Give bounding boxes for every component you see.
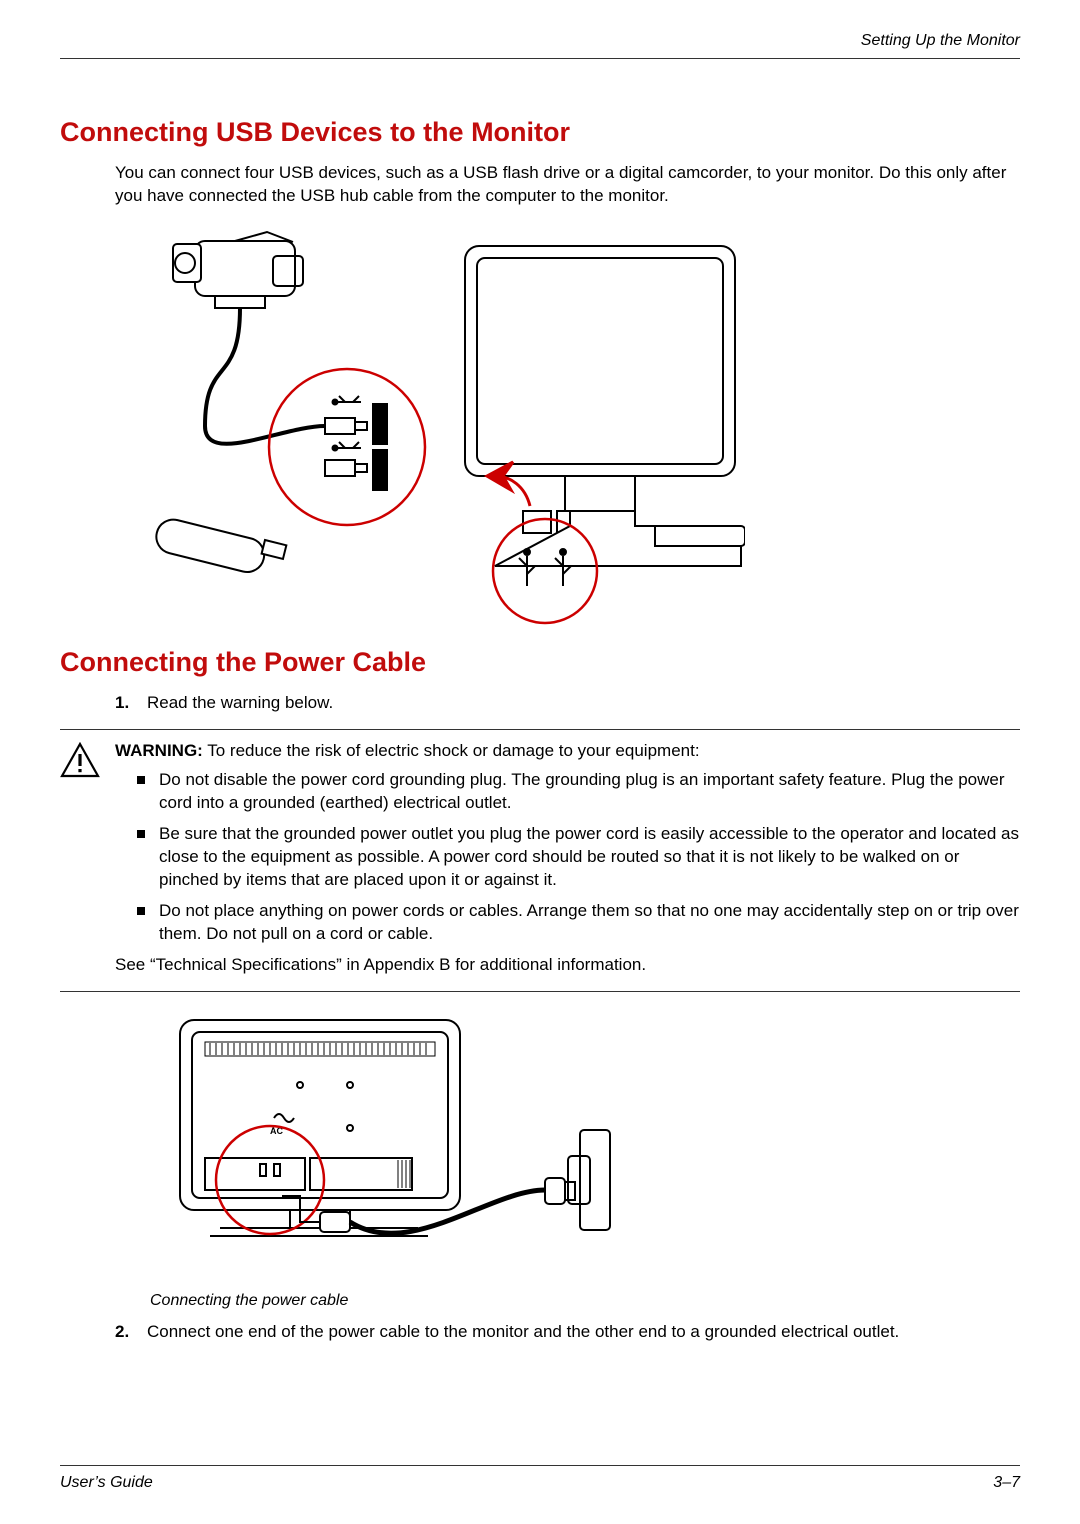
step-1: 1. Read the warning below.: [115, 692, 1020, 715]
power-steps-2: 2. Connect one end of the power cable to…: [115, 1321, 1020, 1344]
step-2-num: 2.: [115, 1321, 129, 1344]
heading-power: Connecting the Power Cable: [60, 644, 1020, 680]
warning-item-3: Do not place anything on power cords or …: [137, 900, 1020, 946]
figure-power-caption: Connecting the power cable: [150, 1290, 1020, 1312]
warning-lead: WARNING: To reduce the risk of electric …: [115, 740, 1020, 763]
figure-power-cable: AC: [150, 1010, 1020, 1280]
footer-right: 3–7: [993, 1472, 1020, 1494]
header-rule: [60, 58, 1020, 59]
warning-block: WARNING: To reduce the risk of electric …: [60, 729, 1020, 991]
step-2-text: Connect one end of the power cable to th…: [147, 1322, 899, 1341]
warning-icon: [60, 740, 115, 976]
heading-usb: Connecting USB Devices to the Monitor: [60, 114, 1020, 150]
warning-bold: WARNING:: [115, 741, 203, 760]
footer-left: User’s Guide: [60, 1472, 153, 1494]
step-1-num: 1.: [115, 692, 129, 715]
usb-diagram-svg: [115, 226, 745, 626]
step-1-text: Read the warning below.: [147, 693, 333, 712]
step-2: 2. Connect one end of the power cable to…: [115, 1321, 1020, 1344]
intro-usb: You can connect four USB devices, such a…: [115, 162, 1020, 208]
warning-item-1: Do not disable the power cord grounding …: [137, 769, 1020, 815]
warning-list: Do not disable the power cord grounding …: [137, 769, 1020, 946]
power-diagram-svg: AC: [150, 1010, 620, 1280]
warning-rest: To reduce the risk of electric shock or …: [203, 741, 700, 760]
page-footer: User’s Guide 3–7: [60, 1465, 1020, 1494]
figure-usb-devices: [115, 226, 1020, 626]
power-steps-1: 1. Read the warning below.: [115, 692, 1020, 715]
header-section: Setting Up the Monitor: [60, 30, 1020, 52]
warning-item-2: Be sure that the grounded power outlet y…: [137, 823, 1020, 892]
warning-see: See “Technical Specifications” in Append…: [115, 954, 1020, 977]
warning-content: WARNING: To reduce the risk of electric …: [115, 740, 1020, 976]
